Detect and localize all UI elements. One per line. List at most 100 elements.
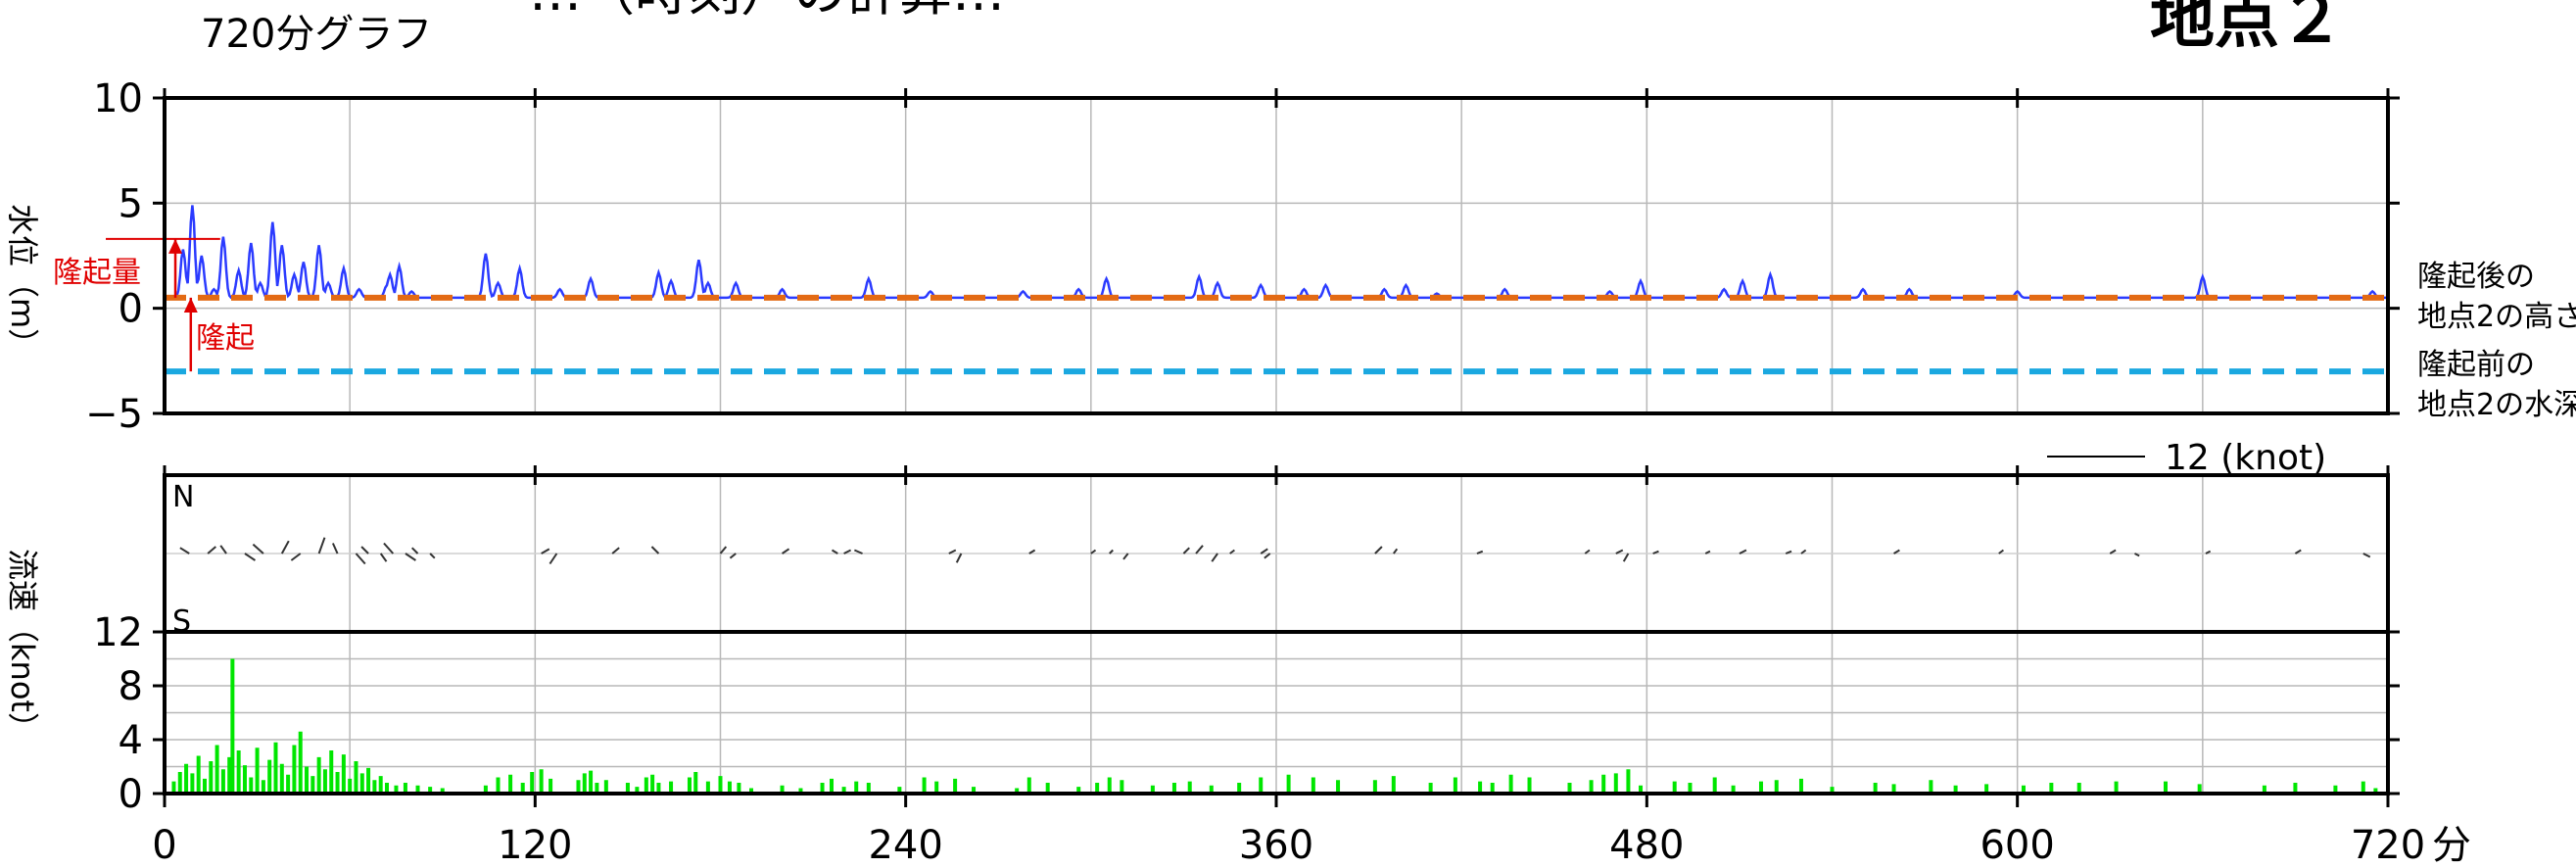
speed-bar	[1601, 774, 1606, 794]
current-vector	[955, 553, 963, 563]
speed-bar	[595, 783, 599, 794]
speed-bar	[483, 785, 488, 794]
speed-bar	[394, 785, 399, 794]
current-vector	[948, 549, 957, 555]
speed-bars	[171, 658, 2378, 794]
current-vector	[853, 549, 863, 555]
uplift-amount-label-bg	[51, 253, 149, 288]
current-vector	[1028, 549, 1036, 555]
speed-bar	[705, 781, 710, 794]
water-level-y-axis: −5 0 5 10	[85, 76, 2400, 437]
current-vector	[2294, 549, 2302, 555]
current-vector	[410, 547, 419, 555]
speed-bar	[385, 783, 389, 794]
uplift-arrow-head	[183, 297, 198, 313]
speed-bar	[508, 774, 513, 794]
speed-bar	[227, 756, 232, 794]
chart-title-fragment: …（時刻）の計算…	[529, 0, 1005, 23]
speed-bar	[1873, 783, 1878, 794]
speed-bar	[2333, 785, 2338, 794]
uplift-label: 隆起	[196, 321, 255, 356]
speed-bar	[549, 778, 553, 794]
current-vector	[331, 543, 339, 555]
speed-bar	[1490, 783, 1495, 794]
speed-bar	[687, 777, 692, 794]
speed-bar	[953, 778, 958, 794]
speed-bar	[2262, 785, 2266, 794]
current-vector	[1652, 550, 1659, 555]
current-vector	[383, 542, 395, 555]
y-tick-label: −5	[85, 392, 143, 437]
speed-bar	[184, 763, 189, 794]
speed-bar	[897, 787, 902, 794]
speed-bar	[1984, 784, 1989, 794]
current-vector	[207, 546, 216, 555]
speed-bar	[934, 781, 939, 794]
speed-bar	[378, 776, 383, 794]
uplift-amount-arrow-head	[168, 238, 183, 254]
speed-bar	[190, 773, 195, 794]
speed-bar	[354, 761, 358, 794]
speed-bar	[1259, 777, 1264, 794]
speed-bar	[1107, 777, 1112, 794]
water-level-ylabel: 水位（m）	[4, 204, 41, 360]
speed-bar	[348, 778, 353, 794]
y-tick-label: 12	[93, 610, 143, 655]
speed-bar	[177, 772, 182, 794]
speed-bar	[1311, 777, 1315, 794]
current-vector	[360, 546, 369, 555]
speed-bar	[249, 777, 254, 794]
speed-bar	[1731, 785, 1736, 794]
y-tick-label: 4	[119, 718, 143, 763]
speed-bar	[2164, 781, 2168, 794]
current-vector	[1260, 548, 1268, 555]
current-vector	[2362, 553, 2371, 558]
speed-bar	[520, 783, 525, 794]
speed-bar	[635, 787, 640, 794]
current-vector	[1393, 548, 1399, 555]
speed-bar	[1613, 773, 1618, 794]
speed-bar	[1187, 781, 1192, 794]
speed-bar	[1237, 783, 1242, 794]
speed-bar	[1076, 787, 1081, 794]
speed-bar	[428, 787, 433, 794]
speed-bar	[292, 745, 297, 794]
speed-bar	[261, 780, 265, 794]
speed-bar	[286, 774, 291, 794]
current-vector	[405, 553, 416, 561]
speed-bar	[589, 770, 594, 794]
current-vector	[317, 537, 326, 555]
speed-bar	[1015, 788, 1020, 794]
speed-bar	[322, 769, 327, 794]
speed-bar	[1589, 780, 1594, 794]
speed-bar	[415, 785, 420, 794]
time-x-axis: 0 120 240 360 480 600 720	[152, 794, 2425, 868]
current-vector	[1622, 553, 1630, 562]
current-vector	[219, 545, 227, 555]
north-label: N	[172, 480, 194, 514]
speed-bar	[1567, 783, 1572, 794]
speed-bar	[267, 759, 272, 794]
speed-bar	[922, 777, 927, 794]
current-vector	[429, 553, 436, 559]
speed-bar	[582, 773, 587, 794]
speed-bar	[693, 772, 698, 794]
chart-subtitle: 720分グラフ	[201, 12, 432, 57]
speed-bar	[440, 788, 445, 794]
vector-legend-label: 12 (knot)	[2165, 438, 2326, 478]
current-vector	[1584, 549, 1591, 555]
speed-bar	[2076, 783, 2081, 794]
post-uplift-label-line2: 地点2の高さ	[2417, 300, 2576, 334]
speed-bar	[1391, 776, 1396, 794]
speed-bar	[1508, 774, 1513, 794]
speed-bar	[854, 781, 859, 794]
speed-bar	[366, 767, 371, 794]
current-vector	[1739, 549, 1747, 555]
time-unit-label: 分	[2432, 823, 2471, 868]
speed-bar	[316, 756, 321, 794]
current-vector	[1374, 546, 1383, 555]
current-vector	[1195, 545, 1204, 555]
speed-bar	[644, 777, 648, 794]
speed-ylabel: 流速（knot）	[4, 549, 41, 744]
